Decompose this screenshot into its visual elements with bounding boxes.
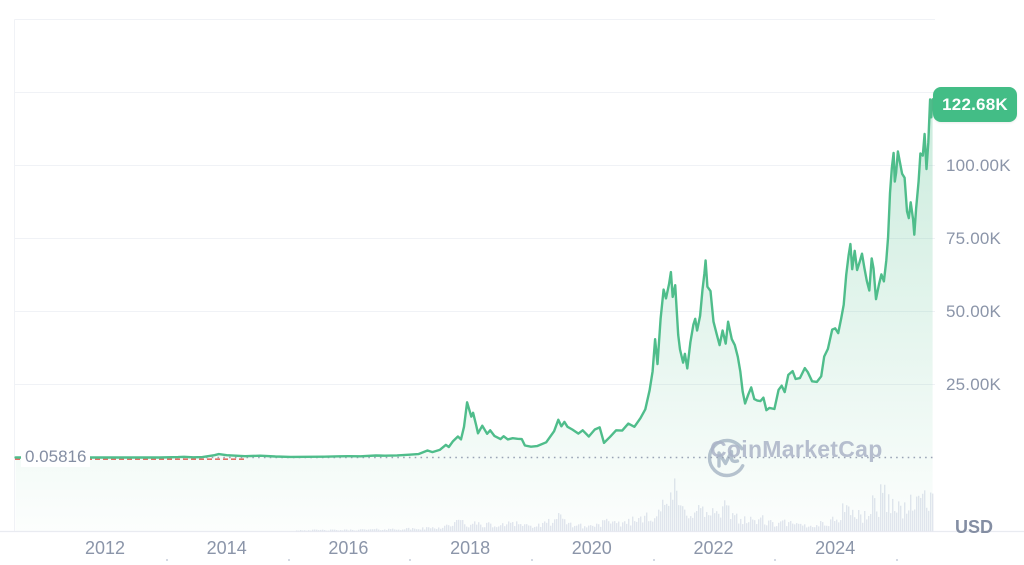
x-axis-label: 2018 bbox=[450, 538, 491, 558]
x-axis-minor-tick bbox=[409, 559, 412, 561]
price-line bbox=[14, 98, 934, 459]
x-axis-label: 2022 bbox=[693, 538, 734, 558]
y-axis-label: 50.00K bbox=[946, 301, 1002, 321]
y-axis-label: 100.00K bbox=[946, 155, 1011, 175]
x-axis-minor-tick bbox=[165, 559, 168, 561]
x-axis-label: 2016 bbox=[328, 538, 369, 558]
x-axis-label: 2020 bbox=[571, 538, 612, 558]
x-axis-label: 2012 bbox=[84, 538, 126, 558]
current-price-badge: 122.68K bbox=[933, 87, 1017, 122]
y-axis-label: 75.00K bbox=[946, 228, 1002, 248]
x-axis-label: 2014 bbox=[206, 538, 247, 558]
x-axis-minor-tick bbox=[530, 559, 533, 561]
x-axis-minor-tick bbox=[896, 559, 899, 561]
baseline-price-label: 0.05816 bbox=[21, 446, 91, 467]
x-axis-minor-tick bbox=[287, 559, 290, 561]
gridlines bbox=[0, 19, 1024, 533]
x-axis-label: 2024 bbox=[815, 538, 856, 558]
x-axis-minor-tick bbox=[774, 559, 777, 561]
y-axis-label: 25.00K bbox=[946, 374, 1002, 394]
price-area-fill bbox=[15, 99, 933, 532]
currency-label: USD bbox=[955, 517, 994, 537]
x-axis-minor-tick bbox=[652, 559, 655, 561]
